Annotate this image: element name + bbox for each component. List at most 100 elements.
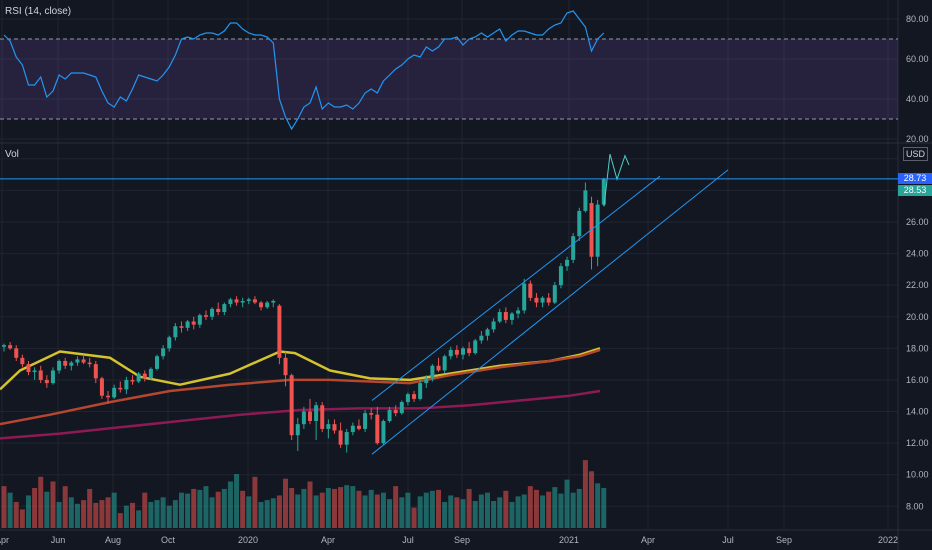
candle-body[interactable]	[571, 236, 576, 260]
candle-body[interactable]	[503, 312, 508, 320]
candle-body[interactable]	[326, 424, 331, 429]
candle-body[interactable]	[148, 368, 153, 379]
candle-body[interactable]	[473, 340, 478, 354]
trend-channel-drawings[interactable]	[0, 153, 898, 455]
candle-body[interactable]	[124, 379, 129, 390]
candle-body[interactable]	[173, 326, 178, 338]
candle-body[interactable]	[344, 432, 349, 445]
candle-body[interactable]	[2, 345, 6, 347]
candle-body[interactable]	[595, 204, 600, 257]
candle-body[interactable]	[203, 315, 208, 317]
candle-body[interactable]	[112, 387, 117, 398]
candle-body[interactable]	[197, 315, 202, 325]
candle-body[interactable]	[44, 379, 49, 384]
candle-body[interactable]	[497, 312, 502, 322]
candle-body[interactable]	[289, 375, 294, 436]
rsi-line[interactable]	[3, 10, 605, 131]
candle-body[interactable]	[356, 425, 361, 429]
candle-body[interactable]	[491, 321, 496, 330]
candle-body[interactable]	[601, 178, 606, 205]
candle-body[interactable]	[216, 308, 221, 313]
candle-body[interactable]	[552, 285, 557, 303]
candle-body[interactable]	[528, 283, 533, 298]
candle-body[interactable]	[14, 348, 19, 358]
candle-body[interactable]	[509, 313, 514, 320]
candle-body[interactable]	[583, 190, 588, 211]
candle-body[interactable]	[271, 300, 276, 303]
candle-body[interactable]	[399, 402, 404, 414]
candle-body[interactable]	[118, 387, 123, 390]
time-axis[interactable]: Apr Jun Aug Oct 2020 Apr Jul Sep 2021 Apr Jul Sep 20…	[0, 535, 898, 545]
candle-body[interactable]	[106, 395, 111, 398]
candle-body[interactable]	[332, 424, 337, 431]
candle-body[interactable]	[50, 370, 55, 384]
candle-body[interactable]	[430, 365, 435, 379]
candle-body[interactable]	[87, 362, 92, 365]
candle-body[interactable]	[516, 310, 521, 314]
forecast-path-arrow[interactable]	[603, 153, 630, 207]
candle-body[interactable]	[240, 300, 245, 303]
candle-body[interactable]	[577, 210, 582, 237]
candle-body[interactable]	[485, 329, 490, 336]
candle-body[interactable]	[222, 304, 227, 313]
candle-body[interactable]	[265, 302, 270, 308]
candle-body[interactable]	[81, 359, 86, 363]
candle-body[interactable]	[38, 370, 43, 380]
candle-body[interactable]	[308, 411, 312, 422]
candle-body[interactable]	[375, 414, 380, 444]
candle-body[interactable]	[142, 373, 147, 379]
candle-body[interactable]	[448, 349, 453, 357]
candle-body[interactable]	[442, 356, 447, 371]
candle-body[interactable]	[522, 283, 527, 311]
candle-body[interactable]	[167, 337, 172, 349]
candle-body[interactable]	[277, 305, 282, 358]
candle-body[interactable]	[314, 405, 319, 422]
candle-body[interactable]	[546, 297, 551, 303]
candle-body[interactable]	[246, 299, 251, 301]
candle-body[interactable]	[467, 348, 472, 354]
candle-body[interactable]	[565, 259, 570, 267]
candle-body[interactable]	[479, 335, 484, 341]
candle-body[interactable]	[210, 308, 215, 317]
candle-body[interactable]	[234, 299, 239, 303]
candle-body[interactable]	[412, 394, 417, 399]
candle-body[interactable]	[558, 266, 563, 286]
candle-body[interactable]	[130, 379, 135, 382]
candle-body[interactable]	[320, 405, 325, 429]
candle-body[interactable]	[185, 321, 190, 328]
candle-body[interactable]	[363, 413, 368, 429]
price-axis[interactable]: 80.00 60.00 40.00 20.00 8.00 10.00 12.00 14.00 1…	[906, 14, 929, 511]
candle-body[interactable]	[540, 297, 545, 303]
candle-body[interactable]	[381, 421, 386, 444]
candle-body[interactable]	[387, 409, 392, 422]
candle-body[interactable]	[69, 362, 74, 366]
candle-body[interactable]	[461, 348, 465, 355]
candle-body[interactable]	[338, 430, 343, 445]
candle-body[interactable]	[93, 364, 98, 379]
candle-body[interactable]	[454, 349, 459, 355]
trend-channel-line[interactable]	[371, 169, 729, 455]
candle-body[interactable]	[8, 345, 13, 349]
candle-body[interactable]	[75, 359, 80, 363]
candle-body[interactable]	[534, 297, 539, 303]
candle-body[interactable]	[424, 378, 429, 384]
rsi-pane[interactable]	[0, 10, 898, 131]
candle-body[interactable]	[350, 425, 355, 433]
trend-channel-line[interactable]	[371, 175, 661, 401]
candle-body[interactable]	[155, 356, 159, 369]
candle-body[interactable]	[436, 365, 441, 371]
candle-body[interactable]	[418, 383, 423, 399]
candle-body[interactable]	[259, 302, 264, 308]
candle-body[interactable]	[63, 360, 68, 366]
candle-body[interactable]	[228, 299, 233, 305]
candle-body[interactable]	[136, 373, 141, 382]
candle-body[interactable]	[161, 348, 166, 357]
candle-body[interactable]	[405, 394, 410, 403]
candle-body[interactable]	[295, 424, 300, 436]
currency-label[interactable]: USD	[903, 147, 929, 161]
candle-body[interactable]	[179, 326, 184, 328]
candle-body[interactable]	[301, 411, 306, 425]
candle-body[interactable]	[393, 409, 398, 414]
candle-body[interactable]	[99, 378, 104, 396]
